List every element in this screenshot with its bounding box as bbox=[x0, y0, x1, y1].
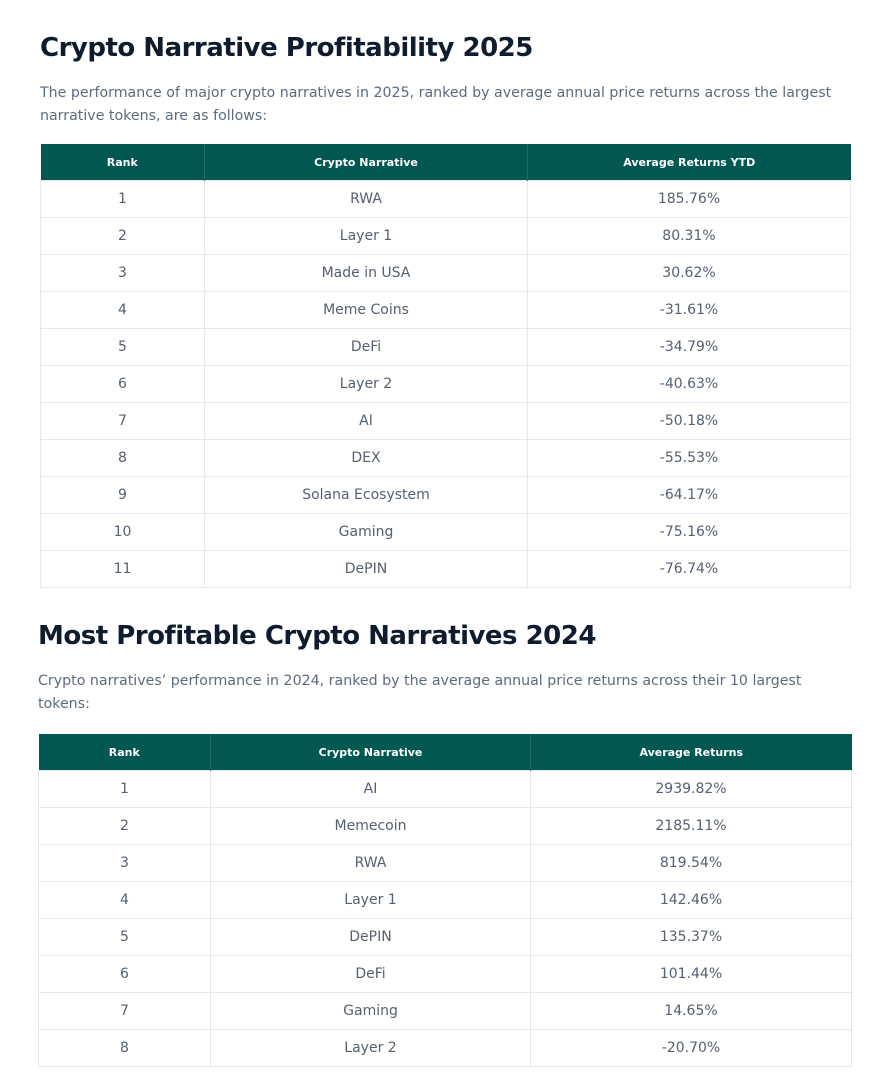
cell-returns: 30.62% bbox=[527, 254, 851, 292]
table-row: 11 DePIN -76.74% bbox=[40, 550, 851, 588]
cell-rank: 10 bbox=[40, 513, 205, 551]
section-title: Most Profitable Crypto Narratives 2024 bbox=[38, 621, 596, 651]
cell-returns: 2185.11% bbox=[530, 807, 852, 845]
cell-returns: 101.44% bbox=[530, 955, 852, 993]
cell-narrative: RWA bbox=[204, 180, 528, 218]
cell-rank: 3 bbox=[38, 844, 211, 882]
column-header-returns: Average Returns bbox=[530, 734, 852, 771]
cell-narrative: Layer 2 bbox=[204, 365, 528, 403]
cell-rank: 9 bbox=[40, 476, 205, 514]
cell-narrative: AI bbox=[210, 770, 531, 808]
column-header-rank: Rank bbox=[38, 734, 211, 771]
cell-returns: 135.37% bbox=[530, 918, 852, 956]
cell-returns: 185.76% bbox=[527, 180, 851, 218]
cell-returns: -55.53% bbox=[527, 439, 851, 477]
table-row: 4 Layer 1 142.46% bbox=[38, 881, 852, 919]
cell-narrative: DePIN bbox=[210, 918, 531, 956]
cell-returns: -75.16% bbox=[527, 513, 851, 551]
cell-returns: 14.65% bbox=[530, 992, 852, 1030]
table-row: 7 Gaming 14.65% bbox=[38, 992, 852, 1030]
table-row: 9 Solana Ecosystem -64.17% bbox=[40, 476, 851, 514]
table-row: 4 Meme Coins -31.61% bbox=[40, 291, 851, 329]
cell-returns: 2939.82% bbox=[530, 770, 852, 808]
cell-returns: 80.31% bbox=[527, 217, 851, 255]
table-row: 8 DEX -55.53% bbox=[40, 439, 851, 477]
cell-rank: 1 bbox=[40, 180, 205, 218]
cell-returns: -64.17% bbox=[527, 476, 851, 514]
column-header-narrative: Crypto Narrative bbox=[204, 144, 528, 181]
cell-narrative: Solana Ecosystem bbox=[204, 476, 528, 514]
cell-rank: 7 bbox=[38, 992, 211, 1030]
cell-narrative: Layer 2 bbox=[210, 1029, 531, 1067]
column-header-rank: Rank bbox=[40, 144, 205, 181]
table-row: 8 Layer 2 -20.70% bbox=[38, 1029, 852, 1067]
table-row: 6 Layer 2 -40.63% bbox=[40, 365, 851, 403]
table-row: 5 DeFi -34.79% bbox=[40, 328, 851, 366]
cell-narrative: Memecoin bbox=[210, 807, 531, 845]
cell-rank: 8 bbox=[40, 439, 205, 477]
table-header-row: Rank Crypto Narrative Average Returns bbox=[38, 734, 852, 771]
cell-returns: 819.54% bbox=[530, 844, 852, 882]
cell-rank: 4 bbox=[40, 291, 205, 329]
cell-rank: 11 bbox=[40, 550, 205, 588]
table-row: 2 Layer 1 80.31% bbox=[40, 217, 851, 255]
cell-narrative: Layer 1 bbox=[204, 217, 528, 255]
cell-narrative: Layer 1 bbox=[210, 881, 531, 919]
cell-narrative: DEX bbox=[204, 439, 528, 477]
cell-narrative: DePIN bbox=[204, 550, 528, 588]
table-row: 3 Made in USA 30.62% bbox=[40, 254, 851, 292]
cell-rank: 3 bbox=[40, 254, 205, 292]
table-row: 6 DeFi 101.44% bbox=[38, 955, 852, 993]
cell-narrative: Meme Coins bbox=[204, 291, 528, 329]
column-header-narrative: Crypto Narrative bbox=[210, 734, 531, 771]
narrative-table-2025: Rank Crypto Narrative Average Returns YT… bbox=[40, 144, 851, 588]
cell-narrative: Gaming bbox=[210, 992, 531, 1030]
cell-returns: -40.63% bbox=[527, 365, 851, 403]
cell-narrative: Made in USA bbox=[204, 254, 528, 292]
table-row: 2 Memecoin 2185.11% bbox=[38, 807, 852, 845]
column-header-returns: Average Returns YTD bbox=[527, 144, 851, 181]
cell-returns: -50.18% bbox=[527, 402, 851, 440]
cell-returns: -31.61% bbox=[527, 291, 851, 329]
table-row: 1 AI 2939.82% bbox=[38, 770, 852, 808]
cell-rank: 2 bbox=[40, 217, 205, 255]
cell-narrative: DeFi bbox=[210, 955, 531, 993]
cell-rank: 6 bbox=[38, 955, 211, 993]
cell-rank: 1 bbox=[38, 770, 211, 808]
table-row: 3 RWA 819.54% bbox=[38, 844, 852, 882]
cell-returns: -34.79% bbox=[527, 328, 851, 366]
intro-paragraph: The performance of major crypto narrativ… bbox=[40, 85, 832, 124]
table-row: 10 Gaming -75.16% bbox=[40, 513, 851, 551]
cell-rank: 5 bbox=[38, 918, 211, 956]
cell-rank: 7 bbox=[40, 402, 205, 440]
cell-rank: 5 bbox=[40, 328, 205, 366]
cell-narrative: RWA bbox=[210, 844, 531, 882]
cell-rank: 4 bbox=[38, 881, 211, 919]
section-2025: Crypto Narrative Profitability 2025 The … bbox=[40, 30, 851, 588]
page-title: Crypto Narrative Profitability 2025 bbox=[40, 33, 533, 63]
intro-paragraph: Crypto narratives’ performance in 2024, … bbox=[38, 673, 802, 712]
cell-returns: -20.70% bbox=[530, 1029, 852, 1067]
table-row: 1 RWA 185.76% bbox=[40, 180, 851, 218]
cell-rank: 8 bbox=[38, 1029, 211, 1067]
cell-returns: -76.74% bbox=[527, 550, 851, 588]
cell-narrative: Gaming bbox=[204, 513, 528, 551]
cell-narrative: AI bbox=[204, 402, 528, 440]
cell-returns: 142.46% bbox=[530, 881, 852, 919]
table-row: 5 DePIN 135.37% bbox=[38, 918, 852, 956]
section-2024: Most Profitable Crypto Narratives 2024 C… bbox=[38, 618, 852, 1067]
table-row: 7 AI -50.18% bbox=[40, 402, 851, 440]
cell-rank: 6 bbox=[40, 365, 205, 403]
cell-narrative: DeFi bbox=[204, 328, 528, 366]
cell-rank: 2 bbox=[38, 807, 211, 845]
table-header-row: Rank Crypto Narrative Average Returns YT… bbox=[40, 144, 851, 181]
